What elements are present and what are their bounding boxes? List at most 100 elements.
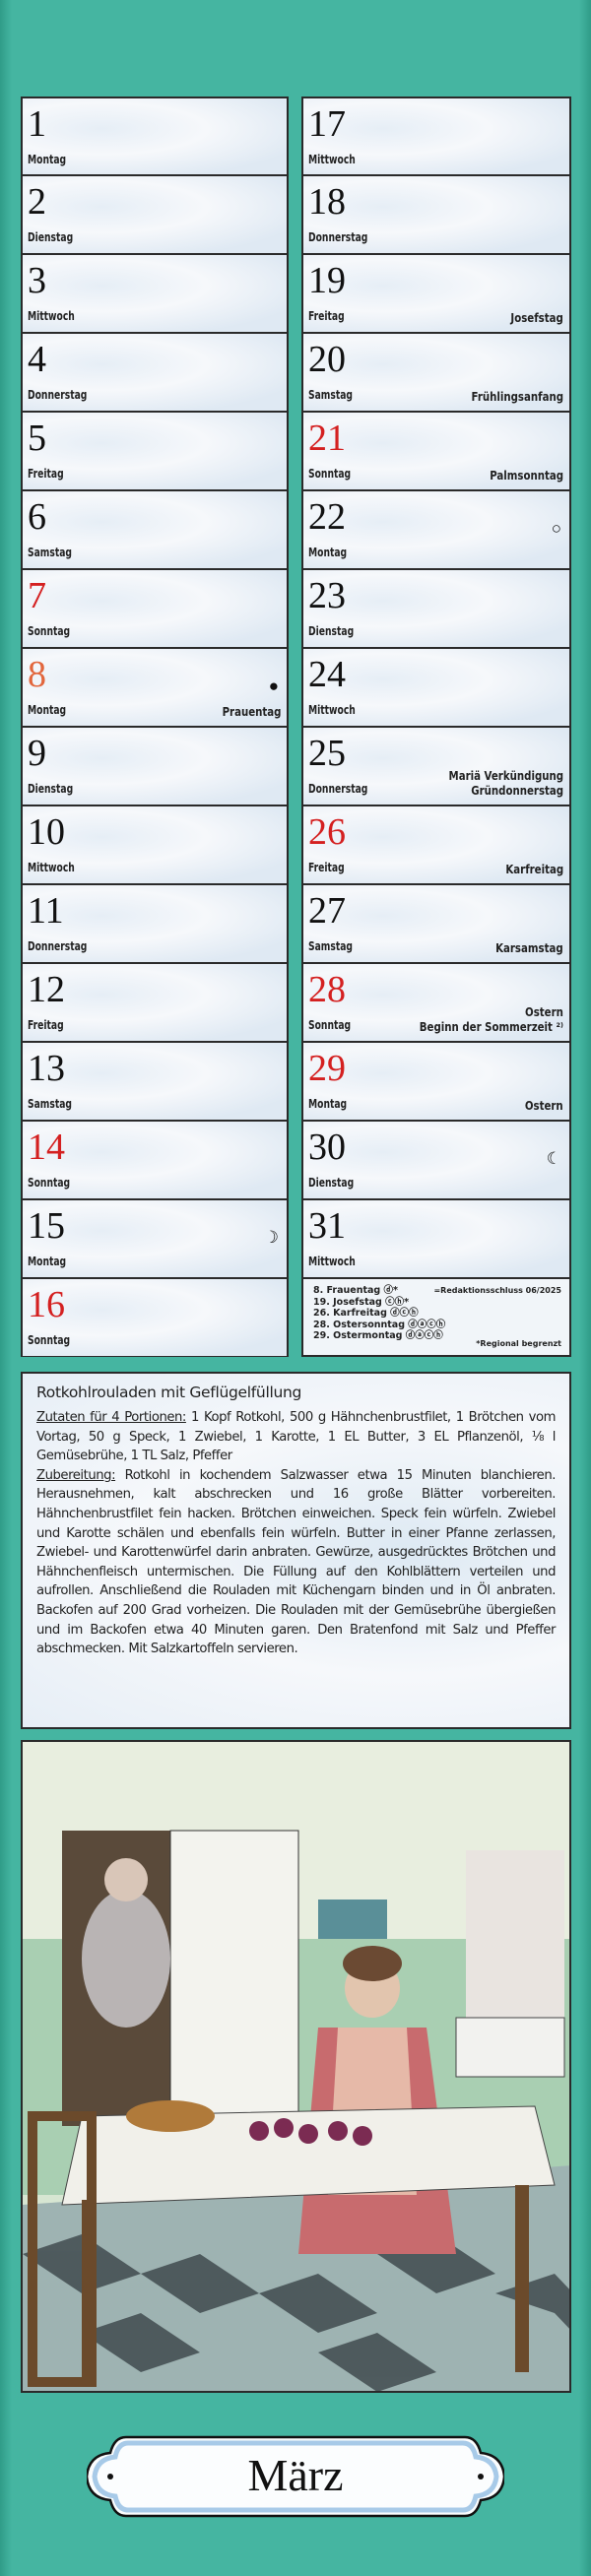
holiday-label: Josefstag (511, 311, 563, 326)
day-cell: 9 Dienstag (21, 727, 289, 805)
day-cell: 20 Samstag Frühlingsanfang (301, 333, 571, 412)
kitchen-scene-image (23, 1742, 569, 2391)
day-number: 16 (28, 1284, 65, 1325)
weekday: Samstag (308, 388, 353, 402)
day-number: 30 (308, 1127, 346, 1168)
legend-line: 29. Ostermontag ⓓⓐⓒⓗ (313, 1330, 443, 1341)
moon-phase-icon: ☽ (263, 1228, 279, 1247)
day-number: 22 (308, 496, 346, 538)
weekday: Donnerstag (308, 230, 368, 244)
weekday: Mittwoch (308, 703, 356, 717)
holiday-second: Gründonnerstag (471, 784, 563, 798)
day-number: 13 (28, 1048, 65, 1089)
holiday: Josefstag (510, 311, 563, 325)
day-number: 4 (28, 339, 46, 380)
holiday-label: Ostern Beginn der Sommerzeit ²⁾ (420, 1005, 563, 1035)
day-cell: 22 Montag ○ (301, 490, 571, 569)
moon-phase-icon: ☾ (546, 1149, 561, 1168)
day-cell: 28 Sonntag Ostern Beginn der Sommerzeit ²⁾ (301, 963, 571, 1042)
day-cell: 15 Montag ☽ (21, 1199, 289, 1278)
day-cell: 6 Samstag (21, 490, 289, 569)
day-cell: 27 Samstag Karsamstag (301, 884, 571, 963)
day-number: 31 (308, 1205, 346, 1247)
day-number: 26 (308, 811, 346, 853)
weekday: Samstag (28, 546, 72, 559)
day-cell: 14 Sonntag (21, 1121, 289, 1199)
weekday: Samstag (28, 1097, 72, 1111)
weekday: Montag (28, 153, 67, 166)
weekday: Freitag (28, 467, 64, 481)
weekday: Dienstag (28, 782, 74, 796)
screw-icon (107, 2474, 113, 2479)
holiday: Ostern (525, 1099, 563, 1113)
holiday: Frühlingsanfang (471, 390, 563, 404)
day-number: 21 (308, 418, 346, 459)
holiday: Prauentag (222, 705, 281, 719)
day-cell: 31 Mittwoch (301, 1199, 571, 1278)
moon-phase-icon: ○ (551, 519, 561, 538)
legend-line: 19. Josefstag ⓒⓗ* (313, 1296, 410, 1308)
editorial-note: =Redaktionsschluss 06/2025 (433, 1286, 561, 1295)
kitchen-illustration (21, 1740, 571, 2393)
day-cell: 17 Mittwoch (301, 97, 571, 175)
day-number: 23 (308, 575, 346, 616)
legend-line: 8. Frauentag ⓓ* (313, 1285, 399, 1296)
weekday: Sonntag (308, 467, 352, 481)
weekday: Sonntag (28, 624, 71, 638)
day-cell: 7 Sonntag (21, 569, 289, 648)
weekday: Montag (308, 546, 348, 559)
day-number: 15 (28, 1205, 65, 1247)
ingredients: 1 Kopf Rotkohl, 500 g Hähnchenbrustfilet… (36, 1410, 556, 1464)
day-cell: 13 Samstag (21, 1042, 289, 1121)
day-cell: 16 Sonntag (21, 1278, 289, 1357)
weekday: Donnerstag (28, 939, 88, 953)
weekday: Freitag (308, 309, 345, 323)
legend-list: 8. Frauentag ⓓ* 19. Josefstag ⓒⓗ* 26. Karf… (313, 1285, 445, 1342)
weekday: Sonntag (308, 1018, 352, 1032)
holiday-label: Mariä Verkündigung Gründonnerstag (448, 769, 563, 799)
weekday: Mittwoch (28, 309, 75, 323)
day-number: 1 (28, 103, 46, 145)
day-number: 29 (308, 1048, 346, 1089)
weekday: Sonntag (28, 1333, 71, 1347)
day-number: 20 (308, 339, 346, 380)
day-cell: 3 Mittwoch (21, 254, 289, 333)
preparation: Rotkohl in kochendem Salzwasser etwa 15 … (36, 1467, 556, 1657)
screw-icon (478, 2474, 484, 2479)
holiday-label: Karfreitag (505, 863, 563, 877)
holiday: Mariä Verkündigung (448, 769, 563, 783)
weekday: Montag (28, 703, 67, 717)
day-cell: 29 Montag Ostern (301, 1042, 571, 1121)
legend-line: 28. Ostersonntag ⓓⓐⓒⓗ (313, 1319, 446, 1330)
weekday: Montag (28, 1255, 67, 1268)
day-cell: 18 Donnerstag (301, 175, 571, 254)
preparation-label: Zubereitung: (36, 1467, 116, 1483)
day-number: 9 (28, 733, 46, 774)
weekday: Sonntag (28, 1176, 71, 1190)
day-number: 27 (308, 890, 346, 932)
weekday: Mittwoch (308, 153, 356, 166)
day-cell: 1 Montag (21, 97, 289, 175)
day-cell: 10 Mittwoch (21, 805, 289, 884)
day-cell: 5 Freitag (21, 412, 289, 490)
day-number: 7 (28, 575, 46, 616)
days-column-right: 17 Mittwoch 18 Donnerstag 19 Freitag Josefs… (301, 97, 571, 1357)
day-number: 14 (28, 1127, 65, 1168)
holiday: Palmsonntag (490, 469, 563, 483)
weekday: Dienstag (308, 1176, 355, 1190)
holiday-label: Ostern (525, 1099, 563, 1114)
holiday-label: Palmsonntag (490, 469, 563, 483)
holiday-second: Beginn der Sommerzeit ²⁾ (419, 1020, 563, 1034)
holiday: Karsamstag (495, 941, 563, 955)
holiday: Ostern (525, 1005, 563, 1019)
holiday-label: Frühlingsanfang (471, 390, 563, 405)
weekday: Mittwoch (308, 1255, 356, 1268)
day-cell: 2 Dienstag (21, 175, 289, 254)
moon-phase-icon: ● (268, 676, 279, 695)
month-plaque (87, 2435, 504, 2518)
day-cell: 24 Mittwoch (301, 648, 571, 727)
weekday: Donnerstag (28, 388, 88, 402)
day-cell: 11 Donnerstag (21, 884, 289, 963)
holiday-legend: 8. Frauentag ⓓ* 19. Josefstag ⓒⓗ* 26. Karf… (301, 1278, 571, 1357)
